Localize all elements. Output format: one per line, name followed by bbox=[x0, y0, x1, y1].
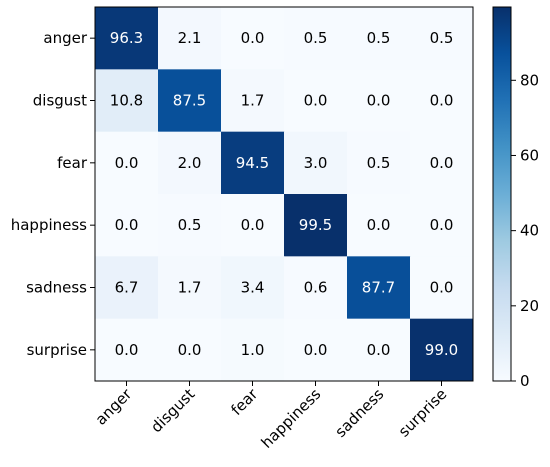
cell-value-label: 0.0 bbox=[367, 341, 391, 359]
cell-value-label: 0.0 bbox=[367, 216, 391, 234]
cell-value-label: 6.7 bbox=[115, 279, 139, 297]
colorbar-ticks: 0 20 40 60 80 bbox=[511, 71, 539, 390]
x-tick-label: surprise bbox=[395, 385, 450, 440]
heatmap-cell bbox=[347, 7, 411, 70]
heatmap-cell bbox=[284, 69, 348, 133]
heatmap-cell bbox=[410, 131, 474, 195]
cell-value-label: 96.3 bbox=[110, 29, 143, 47]
cell-value-label: 0.5 bbox=[430, 29, 454, 47]
cell-value-label: 10.8 bbox=[110, 92, 143, 110]
cell-value-label: 0.0 bbox=[115, 216, 139, 234]
heatmap-cell bbox=[347, 69, 411, 133]
heatmap-cell bbox=[95, 69, 159, 133]
heatmap-cell bbox=[284, 131, 348, 195]
y-tick-label: disgust bbox=[33, 92, 87, 110]
cell-value-label: 87.7 bbox=[362, 279, 395, 297]
cell-value-label: 0.0 bbox=[430, 279, 454, 297]
heatmap-cell bbox=[158, 318, 222, 382]
heatmap-cell bbox=[347, 131, 411, 195]
cell-value-label: 1.7 bbox=[178, 279, 202, 297]
colorbar-tick-label: 40 bbox=[520, 222, 539, 240]
y-tick-label: surprise bbox=[27, 341, 87, 359]
cell-value-label: 99.5 bbox=[299, 216, 332, 234]
y-tick-label: anger bbox=[43, 29, 87, 47]
colorbar: 0 20 40 60 80 bbox=[492, 6, 539, 390]
cell-value-label: 3.0 bbox=[304, 154, 328, 172]
heatmap-cell bbox=[158, 194, 222, 257]
colorbar-tick-label: 0 bbox=[520, 372, 530, 390]
colorbar-tick-label: 60 bbox=[520, 146, 539, 164]
heatmap-cell bbox=[95, 318, 159, 382]
cell-value-label: 1.0 bbox=[241, 341, 265, 359]
heatmap-cell bbox=[410, 194, 474, 257]
heatmap-cell bbox=[221, 318, 285, 382]
cell-value-label: 2.1 bbox=[178, 29, 202, 47]
cell-value-label: 2.0 bbox=[178, 154, 202, 172]
heatmap-cell bbox=[410, 318, 474, 382]
cell-value-label: 0.0 bbox=[241, 216, 265, 234]
y-tick-label: fear bbox=[57, 154, 88, 172]
cell-value-label: 0.0 bbox=[241, 29, 265, 47]
cell-value-label: 0.0 bbox=[367, 92, 391, 110]
colorbar-tick-label: 80 bbox=[520, 71, 539, 89]
heatmap-cell bbox=[158, 256, 222, 320]
cell-value-label: 0.5 bbox=[304, 29, 328, 47]
colorbar-gradient bbox=[492, 6, 512, 382]
heatmap-cell bbox=[158, 7, 222, 70]
y-axis-ticks: anger disgust fear happiness sadness surprise bbox=[11, 29, 95, 359]
heatmap-cell bbox=[221, 7, 285, 70]
cell-value-label: 0.0 bbox=[115, 341, 139, 359]
cell-value-label: 0.0 bbox=[430, 154, 454, 172]
heatmap-cell bbox=[347, 256, 411, 320]
cell-value-label: 0.0 bbox=[178, 341, 202, 359]
cell-value-label: 94.5 bbox=[236, 154, 269, 172]
heatmap-cell bbox=[95, 194, 159, 257]
heatmap-cell bbox=[221, 69, 285, 133]
colorbar-tick-label: 20 bbox=[520, 297, 539, 315]
heatmap-cell bbox=[410, 69, 474, 133]
cell-value-label: 0.0 bbox=[430, 92, 454, 110]
y-tick-label: happiness bbox=[11, 216, 87, 234]
heatmap-cell bbox=[158, 131, 222, 195]
cell-labels: 96.3 2.1 0.0 0.5 0.5 0.5 10.8 87.5 1.7 0.0 0.0 0.0 0… bbox=[110, 29, 458, 359]
cell-value-label: 0.5 bbox=[178, 216, 202, 234]
heatmap-cell bbox=[347, 194, 411, 257]
heatmap-cells bbox=[95, 7, 474, 382]
heatmap-cell bbox=[221, 131, 285, 195]
x-tick-label: happiness bbox=[258, 385, 325, 452]
cell-value-label: 0.0 bbox=[430, 216, 454, 234]
heatmap-cell bbox=[95, 7, 159, 70]
y-tick-label: sadness bbox=[26, 279, 87, 297]
heatmap-cell bbox=[284, 256, 348, 320]
cell-value-label: 1.7 bbox=[241, 92, 265, 110]
heatmap-cell bbox=[410, 256, 474, 320]
heatmap-cell bbox=[221, 194, 285, 257]
heatmap-cell bbox=[221, 256, 285, 320]
plot-frame bbox=[94, 6, 474, 382]
cell-value-label: 0.5 bbox=[367, 154, 391, 172]
heatmap-cell bbox=[158, 69, 222, 133]
x-tick-label: fear bbox=[227, 385, 261, 419]
heatmap-cell bbox=[284, 194, 348, 257]
heatmap-cell bbox=[284, 7, 348, 70]
heatmap-cell bbox=[347, 318, 411, 382]
heatmap-cell bbox=[95, 131, 159, 195]
cell-value-label: 0.0 bbox=[304, 92, 328, 110]
cell-value-label: 3.4 bbox=[241, 279, 265, 297]
heatmap-cell bbox=[95, 256, 159, 320]
x-tick-label: disgust bbox=[147, 385, 198, 436]
x-tick-label: anger bbox=[92, 385, 136, 429]
cell-value-label: 0.5 bbox=[367, 29, 391, 47]
cell-value-label: 0.0 bbox=[115, 154, 139, 172]
x-tick-label: sadness bbox=[332, 385, 388, 441]
cell-value-label: 0.6 bbox=[304, 279, 328, 297]
cell-value-label: 87.5 bbox=[173, 92, 206, 110]
cell-value-label: 99.0 bbox=[425, 341, 458, 359]
heatmap-cell bbox=[284, 318, 348, 382]
heatmap-cell bbox=[410, 7, 474, 70]
cell-value-label: 0.0 bbox=[304, 341, 328, 359]
